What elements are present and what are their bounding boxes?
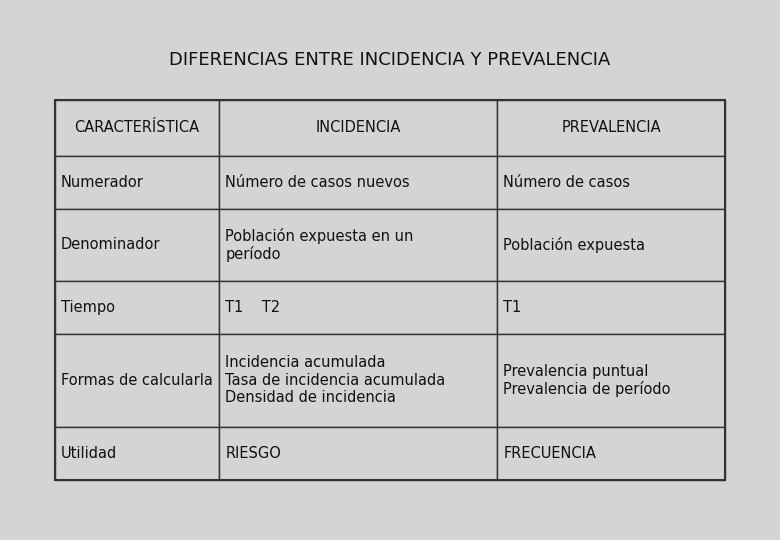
Bar — [219, 427, 497, 480]
Bar — [55, 281, 219, 334]
Bar — [219, 156, 497, 209]
Bar — [55, 156, 219, 209]
Bar — [497, 100, 725, 156]
Text: T1    T2: T1 T2 — [225, 300, 280, 315]
Bar — [219, 334, 497, 427]
Text: Número de casos nuevos: Número de casos nuevos — [225, 175, 410, 190]
Bar — [219, 100, 497, 156]
Text: Número de casos: Número de casos — [503, 175, 630, 190]
Bar — [497, 334, 725, 427]
Bar — [497, 209, 725, 281]
Bar — [55, 100, 725, 480]
Bar — [55, 209, 219, 281]
Text: Población expuesta: Población expuesta — [503, 237, 645, 253]
Bar — [55, 334, 219, 427]
Text: Tiempo: Tiempo — [61, 300, 115, 315]
Text: Prevalencia puntual
Prevalencia de período: Prevalencia puntual Prevalencia de perío… — [503, 363, 671, 397]
Bar — [497, 156, 725, 209]
Text: Incidencia acumulada
Tasa de incidencia acumulada
Densidad de incidencia: Incidencia acumulada Tasa de incidencia … — [225, 355, 445, 405]
Bar — [219, 281, 497, 334]
Text: Denominador: Denominador — [61, 237, 161, 252]
Text: Población expuesta en un
período: Población expuesta en un período — [225, 227, 413, 262]
Text: INCIDENCIA: INCIDENCIA — [315, 120, 401, 136]
Bar — [497, 427, 725, 480]
Text: Numerador: Numerador — [61, 175, 144, 190]
Text: T1: T1 — [503, 300, 522, 315]
Text: FRECUENCIA: FRECUENCIA — [503, 446, 596, 461]
Bar — [497, 281, 725, 334]
Text: RIESGO: RIESGO — [225, 446, 281, 461]
Text: PREVALENCIA: PREVALENCIA — [562, 120, 661, 136]
Bar — [55, 427, 219, 480]
Text: CARACTERÍSTICA: CARACTERÍSTICA — [75, 120, 200, 136]
Text: Formas de calcularla: Formas de calcularla — [61, 373, 213, 388]
Text: DIFERENCIAS ENTRE INCIDENCIA Y PREVALENCIA: DIFERENCIAS ENTRE INCIDENCIA Y PREVALENC… — [169, 51, 611, 69]
Text: Utilidad: Utilidad — [61, 446, 117, 461]
Bar — [55, 100, 219, 156]
Bar — [219, 209, 497, 281]
